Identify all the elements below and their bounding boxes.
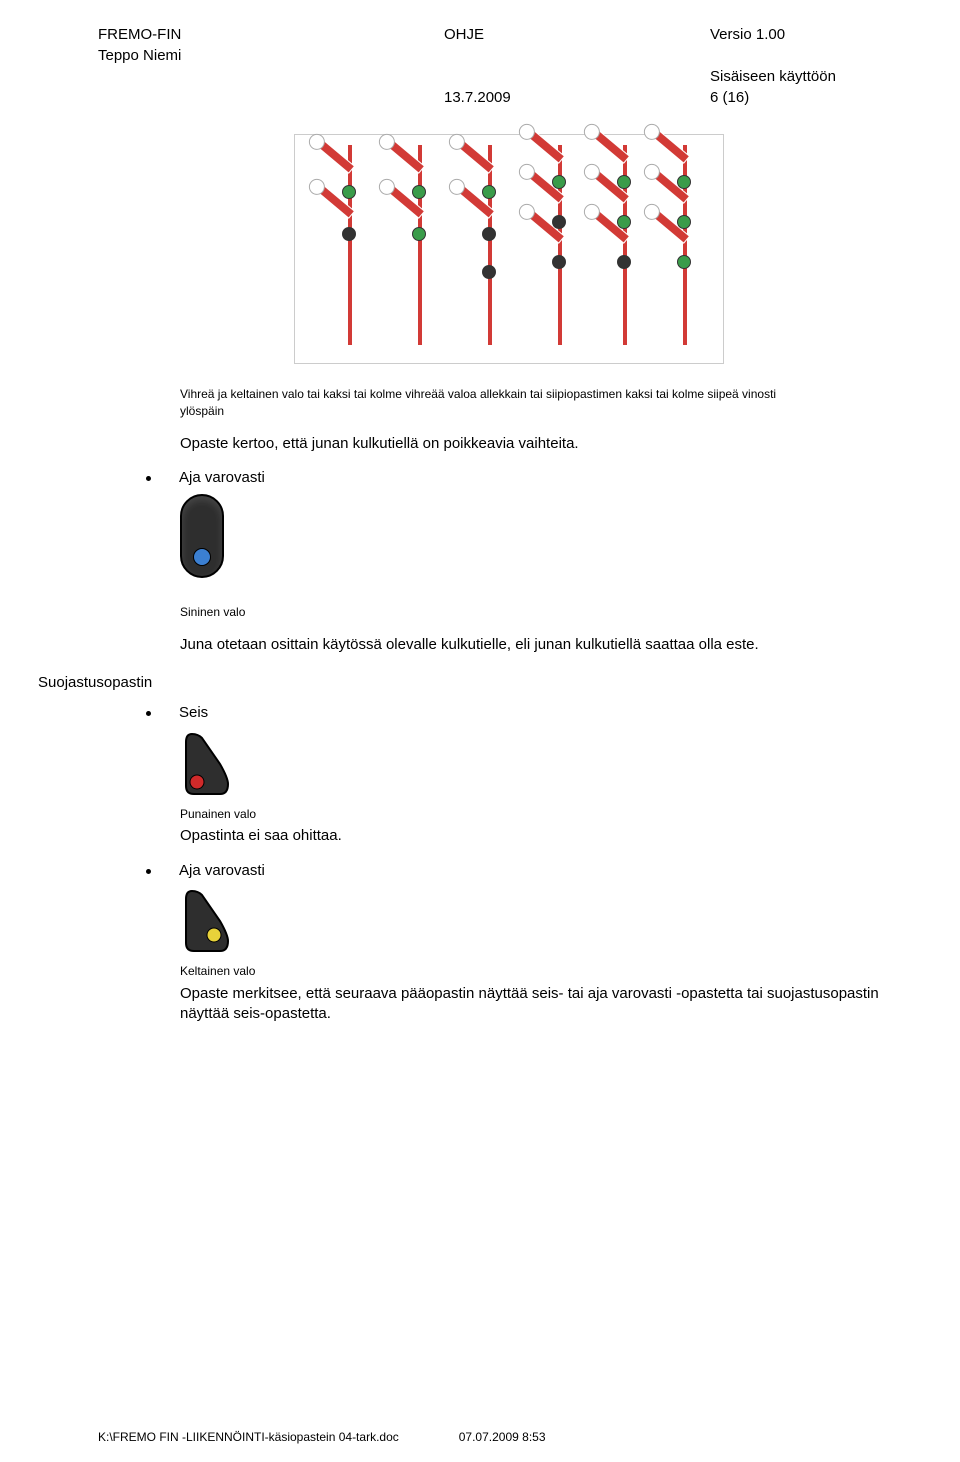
page-header: FREMO-FIN Teppo Niemi OHJE 13.7.2009 Ver… [98,24,920,108]
footer-path: K:\FREMO FIN -LIIKENNÖINTI-käsiopastein … [98,1430,399,1444]
bullet-seis: Seis [146,703,920,723]
blue-signal [180,494,920,578]
bullet-label: Aja varovasti [179,861,265,881]
page-number: 6 (16) [710,87,920,108]
oblong-signal-body [180,494,224,578]
doc-date: 13.7.2009 [444,87,644,108]
doc-type: OHJE [444,24,644,45]
bullet-dot-icon [146,711,151,716]
page-footer: K:\FREMO FIN -LIIKENNÖINTI-käsiopastein … [98,1430,546,1444]
bullet-aja-varovasti-2: Aja varovasti [146,861,920,881]
yellow-signal-caption: Keltainen valo [180,963,780,980]
bullet-label: Aja varovasti [179,468,265,488]
bullet-dot-icon [146,869,151,874]
red-signal [180,730,920,798]
blue-signal-para: Juna otetaan osittain käytössä olevalle … [180,635,900,655]
red-signal-caption: Punainen valo [180,806,780,823]
doc-version: Versio 1.00 [710,24,920,45]
semaphore-description: Opaste kertoo, että junan kulkutiellä on… [180,434,900,454]
blue-signal-caption: Sininen valo [180,604,780,621]
yellow-signal [180,887,920,955]
semaphore-caption: Vihreä ja keltainen valo tai kaksi tai k… [180,386,780,420]
bullet-label: Seis [179,703,208,723]
org-name: FREMO-FIN [98,24,378,45]
blue-lamp-icon [193,548,211,566]
header-left: FREMO-FIN Teppo Niemi [98,24,378,108]
section-title: Suojastusopastin [38,673,920,693]
semaphore-diagram [294,134,724,364]
footer-timestamp: 07.07.2009 8:53 [459,1430,546,1444]
yellow-signal-para: Opaste merkitsee, että seuraava pääopast… [180,984,900,1025]
triangle-signal-body [180,887,232,955]
red-signal-para: Opastinta ei saa ohittaa. [180,826,900,846]
bullet-dot-icon [146,476,151,481]
bullet-aja-varovasti: Aja varovasti [146,468,920,488]
triangle-signal-body [180,730,232,798]
header-right: Versio 1.00 Sisäiseen käyttöön 6 (16) [710,24,920,108]
header-center: OHJE 13.7.2009 [444,24,644,108]
doc-usage: Sisäiseen käyttöön [710,66,920,87]
author-name: Teppo Niemi [98,45,378,66]
